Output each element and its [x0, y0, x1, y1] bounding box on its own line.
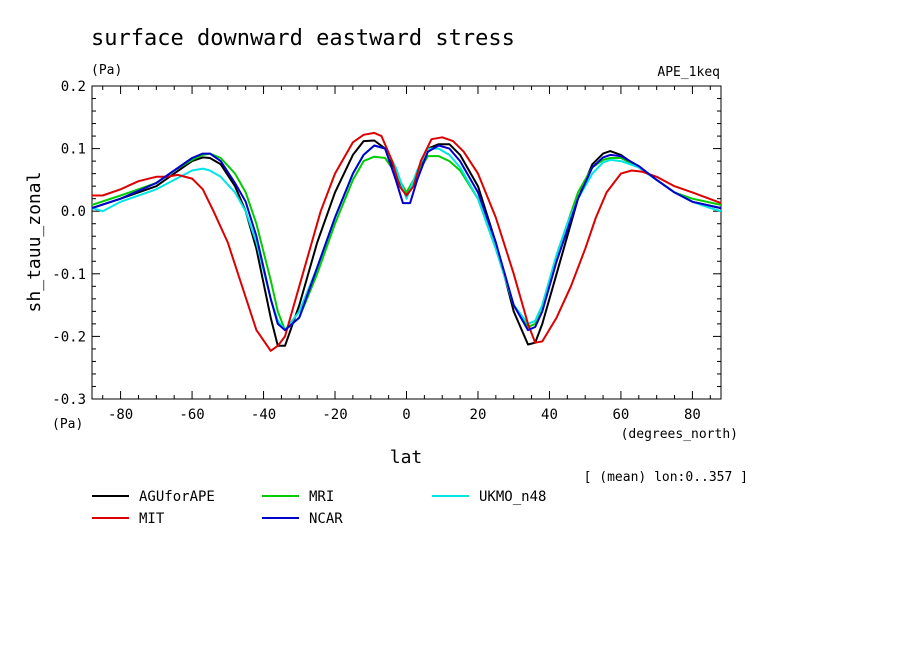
y-tick-label: -0.1 — [52, 267, 86, 283]
legend-label: UKMO_n48 — [479, 489, 546, 505]
series-line-mri — [91, 152, 722, 332]
experiment-label: APE_1keq — [657, 65, 720, 80]
legend-label: MRI — [309, 489, 334, 505]
series-group — [91, 131, 722, 352]
y-units-corner: (Pa) — [52, 417, 83, 432]
legend-label: AGUforAPE — [139, 489, 215, 505]
y-tick-label: -0.2 — [52, 329, 86, 345]
x-tick-label: 20 — [470, 407, 487, 423]
x-tick-labels: -80 -60 -40 -20 0 20 40 60 80 — [108, 407, 701, 423]
legend-label: NCAR — [309, 511, 343, 527]
plot-frame — [91, 85, 722, 400]
y-tick-label: 0.0 — [61, 204, 86, 220]
x-tick-label: 60 — [613, 407, 630, 423]
series-line-ukmo-n48 — [91, 144, 722, 332]
x-axis-label: lat — [390, 447, 423, 468]
averaging-note: [ (mean) lon:0..357 ] — [584, 470, 748, 485]
x-tick-label: -40 — [251, 407, 276, 423]
series-line-ncar — [91, 144, 722, 332]
series-line-mit — [92, 131, 722, 352]
x-tick-label: -60 — [179, 407, 204, 423]
x-tick-label: -80 — [108, 407, 133, 423]
x-tick-label: 80 — [684, 407, 701, 423]
y-tick-label: -0.3 — [52, 392, 86, 408]
y-tick-label: 0.2 — [61, 79, 86, 95]
legend: AGUforAPE MIT MRI NCAR UKMO_n48 — [92, 489, 546, 527]
x-tick-label: 40 — [541, 407, 558, 423]
y-axis-label: sh_tauu_zonal — [24, 172, 45, 313]
units-label: (Pa) — [91, 63, 122, 78]
legend-label: MIT — [139, 511, 165, 527]
y-tick-labels: -0.3 -0.2 -0.1 0.0 0.1 0.2 — [52, 79, 86, 408]
x-tick-label: -20 — [322, 407, 347, 423]
chart-title: surface downward eastward stress — [91, 26, 515, 51]
y-tick-label: 0.1 — [61, 142, 86, 158]
axis-ticks — [92, 85, 721, 400]
x-tick-label: 0 — [402, 407, 410, 423]
x-units-label: (degrees_north) — [621, 427, 738, 442]
